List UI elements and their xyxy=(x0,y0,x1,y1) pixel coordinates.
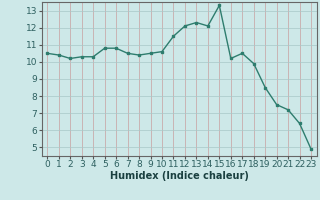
X-axis label: Humidex (Indice chaleur): Humidex (Indice chaleur) xyxy=(110,171,249,181)
